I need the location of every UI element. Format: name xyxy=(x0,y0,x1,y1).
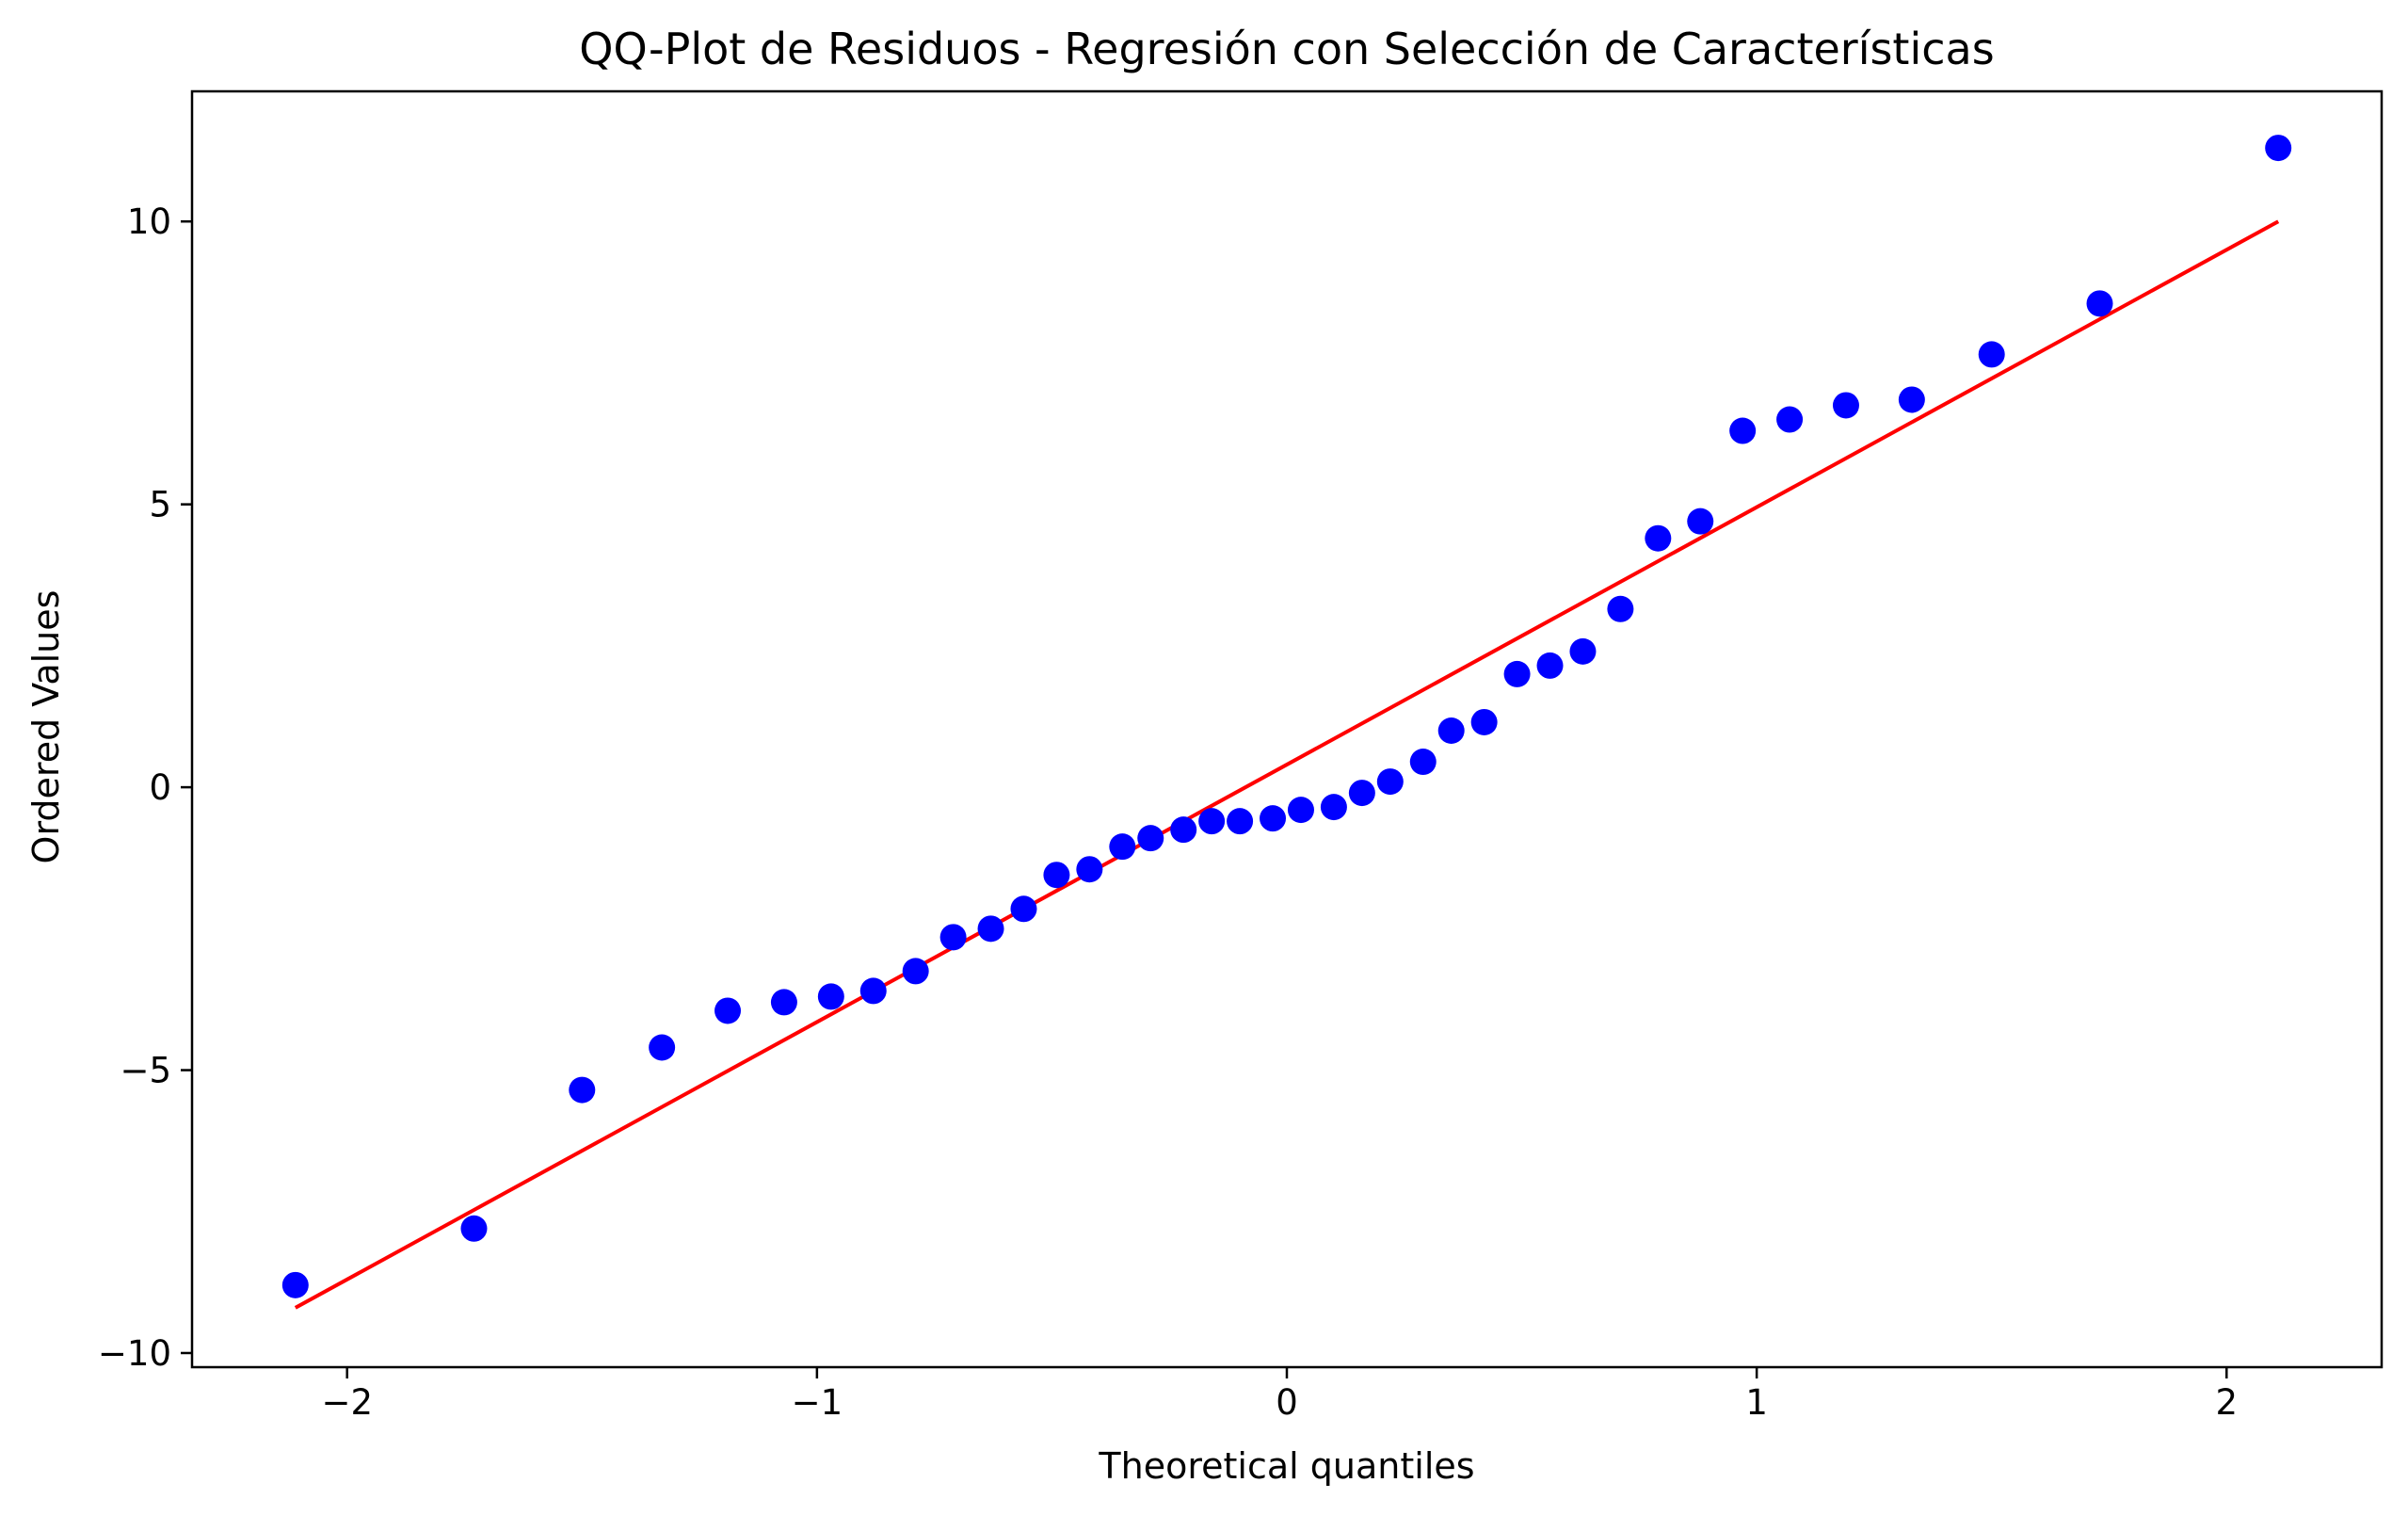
data-point xyxy=(1376,768,1404,796)
data-point xyxy=(1198,808,1226,835)
data-point xyxy=(859,977,887,1005)
data-point xyxy=(1010,895,1037,923)
data-point xyxy=(1320,794,1347,821)
x-tick-label: −1 xyxy=(792,1382,843,1423)
data-point xyxy=(569,1076,596,1104)
fit-line xyxy=(294,219,2280,1310)
y-tick-label: −10 xyxy=(98,1333,171,1374)
data-point xyxy=(2086,290,2113,317)
x-tick-label: 1 xyxy=(1745,1382,1768,1423)
x-axis-label: Theoretical quantiles xyxy=(1098,1445,1474,1487)
data-point xyxy=(1645,524,1672,552)
data-point xyxy=(1569,637,1597,665)
data-point xyxy=(2265,135,2292,162)
data-point xyxy=(1260,805,1287,832)
data-point xyxy=(1470,708,1498,735)
data-point xyxy=(1348,780,1375,807)
x-tick-label: 0 xyxy=(1276,1382,1298,1423)
data-point xyxy=(1409,749,1437,776)
data-point xyxy=(1437,717,1465,745)
y-axis-label: Ordered Values xyxy=(25,590,67,864)
data-point xyxy=(977,915,1004,943)
x-tick-label: −2 xyxy=(321,1382,373,1423)
data-point xyxy=(1076,856,1103,883)
data-point xyxy=(281,1271,309,1298)
chart-title: QQ-Plot de Residuos - Regresión con Sele… xyxy=(579,24,1994,74)
y-tick-label: 5 xyxy=(149,485,171,525)
data-point xyxy=(939,924,967,951)
data-point xyxy=(1227,808,1254,835)
data-point xyxy=(1978,341,2005,368)
data-point xyxy=(714,997,742,1024)
data-point xyxy=(770,989,797,1016)
y-tick-label: −5 xyxy=(120,1051,171,1091)
y-tick-label: 10 xyxy=(127,201,171,242)
data-point xyxy=(1170,816,1197,844)
data-point xyxy=(1729,417,1757,444)
data-point xyxy=(1043,862,1070,889)
data-point xyxy=(1607,595,1634,622)
data-point xyxy=(460,1215,488,1242)
data-point xyxy=(817,983,844,1010)
data-point xyxy=(1687,508,1714,535)
data-point xyxy=(1898,386,1925,413)
data-point xyxy=(1137,825,1164,852)
x-tick-label: 2 xyxy=(2216,1382,2239,1423)
data-point xyxy=(1503,660,1531,687)
data-point xyxy=(1109,833,1136,861)
data-point xyxy=(1287,797,1314,824)
data-point xyxy=(902,958,929,985)
data-point xyxy=(1536,652,1564,679)
data-point xyxy=(649,1034,676,1061)
data-point xyxy=(1832,392,1859,419)
y-tick-label: 0 xyxy=(149,767,171,808)
data-point xyxy=(1776,406,1804,433)
